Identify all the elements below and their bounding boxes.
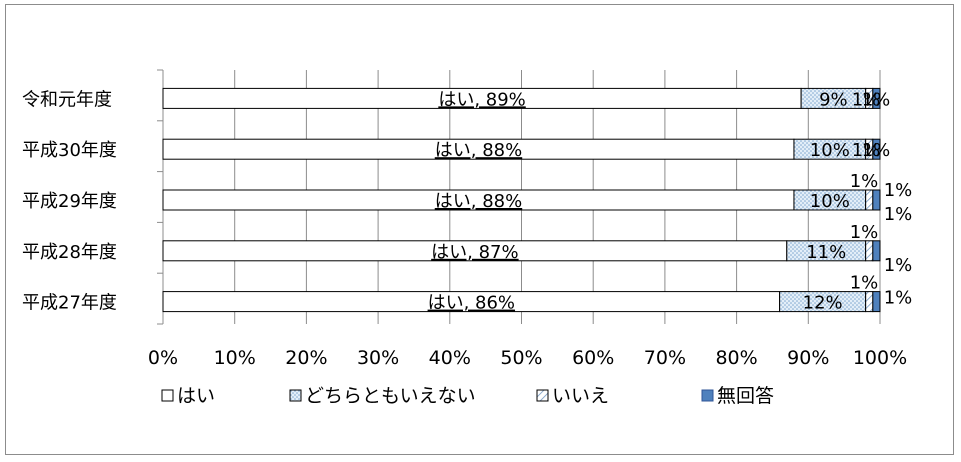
bar-segment	[873, 190, 880, 210]
category-label: 平成29年度	[22, 191, 117, 212]
legend-label: 無回答	[717, 385, 774, 407]
category-label: 平成30年度	[22, 140, 117, 161]
x-tick-label: 80%	[715, 347, 757, 369]
x-tick-label: 0%	[148, 347, 178, 369]
category-label: 令和元年度	[22, 89, 112, 110]
x-tick-label: 100%	[853, 347, 907, 369]
x-tick-label: 20%	[285, 347, 327, 369]
legend-swatch	[162, 390, 173, 401]
bar-segment	[866, 292, 873, 312]
x-tick-label: 70%	[644, 347, 686, 369]
legend-label: いいえ	[552, 385, 609, 407]
legend-label: どちらともいえない	[305, 385, 476, 407]
x-tick-label: 10%	[214, 347, 256, 369]
axes: 0% 10% 20% 30% 40% 50% 60% 70% 80% 90% 100% 令和元年度平成…	[22, 70, 907, 369]
data-label: 10%	[810, 191, 850, 212]
data-label: 1%	[850, 171, 879, 192]
x-tick-label: 50%	[500, 347, 542, 369]
data-label: 1%	[884, 180, 913, 201]
data-label: 1%	[884, 255, 913, 276]
data-label: 10%	[810, 140, 850, 161]
data-label: はい, 89%	[438, 89, 525, 110]
data-label: はい, 88%	[435, 191, 522, 212]
legend-label: はい	[177, 385, 215, 407]
data-label: 1%	[850, 273, 879, 294]
data-label: はい, 86%	[428, 293, 515, 314]
legend-swatch	[702, 390, 713, 401]
legend-swatch	[537, 390, 548, 401]
bar-segment	[873, 292, 880, 312]
bar-segment	[866, 241, 873, 261]
data-label: 1%	[884, 288, 913, 309]
data-label: はい, 87%	[431, 242, 518, 263]
x-tick-label: 30%	[357, 347, 399, 369]
data-label: 9%	[819, 89, 848, 110]
x-tick-label: 40%	[429, 347, 471, 369]
bar-segment	[866, 190, 873, 210]
data-label: 1%	[850, 222, 879, 243]
data-label: 11%	[806, 242, 846, 263]
data-label: 12%	[803, 293, 843, 314]
legend: はい どちらともいえない いいえ 無回答	[162, 385, 774, 407]
data-label: 1%	[884, 204, 913, 225]
bar-segment	[873, 241, 880, 261]
x-tick-label: 60%	[572, 347, 614, 369]
category-label: 平成27年度	[22, 293, 117, 314]
data-label: はい, 88%	[435, 140, 522, 161]
category-label: 平成28年度	[22, 242, 117, 263]
legend-swatch	[290, 390, 301, 401]
x-tick-label: 90%	[787, 347, 829, 369]
data-label: 1%	[862, 140, 891, 161]
data-label: 1%	[862, 89, 891, 110]
